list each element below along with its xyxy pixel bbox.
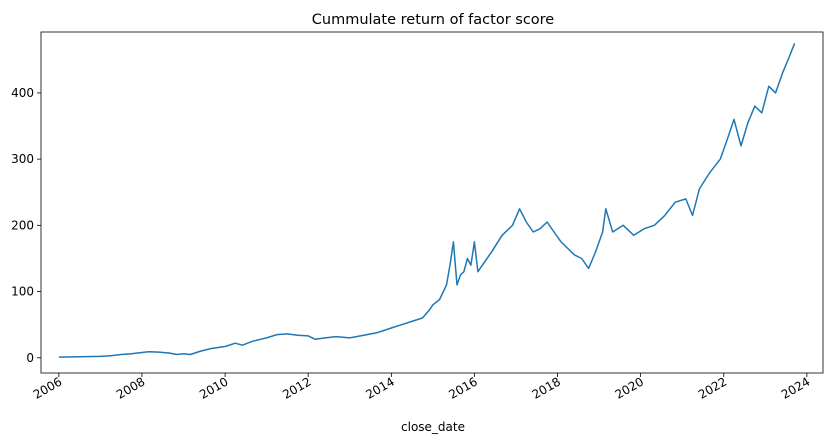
y-tick-label: 0 <box>26 351 34 365</box>
axes-frame <box>40 31 824 374</box>
x-tick-label: 2016 <box>446 374 479 401</box>
x-tick-label: 2008 <box>114 374 147 401</box>
series-group <box>58 43 796 358</box>
y-tick-label: 200 <box>11 218 34 232</box>
y-tick-label: 400 <box>11 86 34 100</box>
x-tick-label: 2020 <box>613 374 646 401</box>
x-tick-label: 2022 <box>696 374 729 401</box>
x-axis: 2006 2008 2010 2012 2014 2016 2018 2020 2022 2024 <box>31 373 812 402</box>
x-tick-label: 2012 <box>280 374 313 401</box>
y-tick-label: 300 <box>11 152 34 166</box>
x-tick-label: 2018 <box>530 374 563 401</box>
x-tick-label: 2024 <box>779 374 812 401</box>
chart-title: Cummulate return of factor score <box>312 12 555 28</box>
y-axis: 0 100 200 300 400 <box>11 86 41 365</box>
x-tick-label: 2010 <box>197 374 230 401</box>
x-tick-label: 2006 <box>31 374 64 401</box>
series-line <box>58 43 796 358</box>
y-tick-label: 100 <box>11 285 34 299</box>
plot-area <box>40 31 824 374</box>
x-tick-label: 2014 <box>363 374 396 401</box>
x-axis-label: close_date <box>401 420 465 434</box>
